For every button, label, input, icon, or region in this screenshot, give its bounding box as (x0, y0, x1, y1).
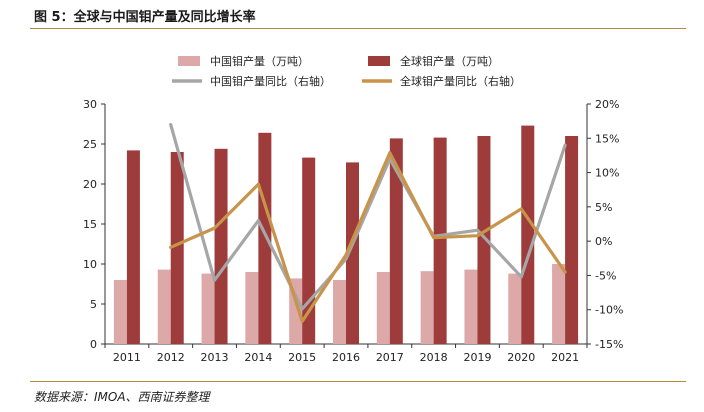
global-production-bar (477, 136, 491, 344)
source-note: 数据来源：IMOA、西南证券整理 (34, 390, 210, 404)
global-production-bar (433, 137, 447, 344)
right-tick-label: 20% (595, 98, 619, 111)
global-production-bar (258, 132, 272, 344)
x-tick-label: 2013 (201, 351, 229, 364)
x-tick-label: 2019 (463, 351, 491, 364)
legend-china-production-swatch (178, 56, 200, 66)
china-production-bar (464, 269, 478, 344)
china-production-bar (333, 280, 346, 344)
china-production-bar (508, 273, 522, 344)
china-production-bar (420, 271, 434, 344)
left-tick-label: 0 (90, 338, 97, 351)
left-tick-label: 20 (83, 178, 97, 191)
left-tick-label: 25 (83, 138, 97, 151)
right-tick-label: 0% (595, 235, 612, 248)
legend-global-production-swatch (368, 56, 390, 66)
legend-global-production-label: 全球钼产量（万吨） (400, 54, 499, 68)
right-tick-label: 5% (595, 201, 612, 214)
x-tick-label: 2014 (244, 351, 272, 364)
global-yoy-line (169, 151, 567, 323)
legend-global-yoy-label: 全球钼产量同比（右轴） (400, 74, 521, 88)
global-production-bar (214, 148, 228, 344)
china-production-bar (157, 269, 171, 344)
bars (113, 125, 579, 344)
global-production-bar (521, 125, 535, 344)
x-tick-label: 2018 (420, 351, 448, 364)
china-production-bar (552, 264, 566, 344)
bottom-rule (30, 381, 686, 382)
global-production-bar (346, 162, 359, 344)
china-yoy-line (169, 122, 567, 311)
x-tick-label: 2020 (507, 351, 535, 364)
x-tick-label: 2016 (332, 351, 360, 364)
right-tick-label: -15% (595, 338, 623, 351)
right-tick-label: 15% (595, 132, 619, 145)
top-rule (30, 28, 686, 29)
global-production-bar (170, 152, 184, 344)
axes: 0 5 10 15 20 25 30 -15% -10% -5% 0% 5% 10% 15% 20% 2011… (83, 98, 623, 364)
left-tick-label: 10 (83, 258, 97, 271)
x-tick-label: 2021 (551, 351, 579, 364)
global-production-bar (126, 150, 140, 344)
legend-china-production-label: 中国钼产量（万吨） (210, 54, 309, 68)
china-production-bar (245, 272, 259, 344)
lines (169, 122, 567, 323)
global-production-bar (565, 136, 579, 344)
global-production-bar (389, 138, 403, 344)
left-tick-label: 15 (83, 218, 97, 231)
x-tick-label: 2012 (157, 351, 185, 364)
legend-china-yoy-label: 中国钼产量同比（右轴） (210, 74, 331, 88)
china-production-bar (376, 272, 390, 344)
left-tick-label: 30 (83, 98, 97, 111)
china-production-bar (113, 280, 127, 344)
x-tick-label: 2011 (113, 351, 141, 364)
right-tick-label: 10% (595, 167, 619, 180)
x-tick-label: 2015 (288, 351, 316, 364)
x-tick-label: 2017 (376, 351, 404, 364)
figure-title: 图 5：全球与中国钼产量及同比增长率 (34, 10, 256, 25)
right-tick-label: -5% (595, 269, 616, 282)
china-production-bar (201, 273, 215, 344)
right-tick-label: -10% (595, 304, 623, 317)
legend: 中国钼产量（万吨） 全球钼产量（万吨） 中国钼产量同比（右轴） 全球钼产量同比（右轴） (172, 54, 521, 88)
left-tick-label: 5 (90, 298, 97, 311)
